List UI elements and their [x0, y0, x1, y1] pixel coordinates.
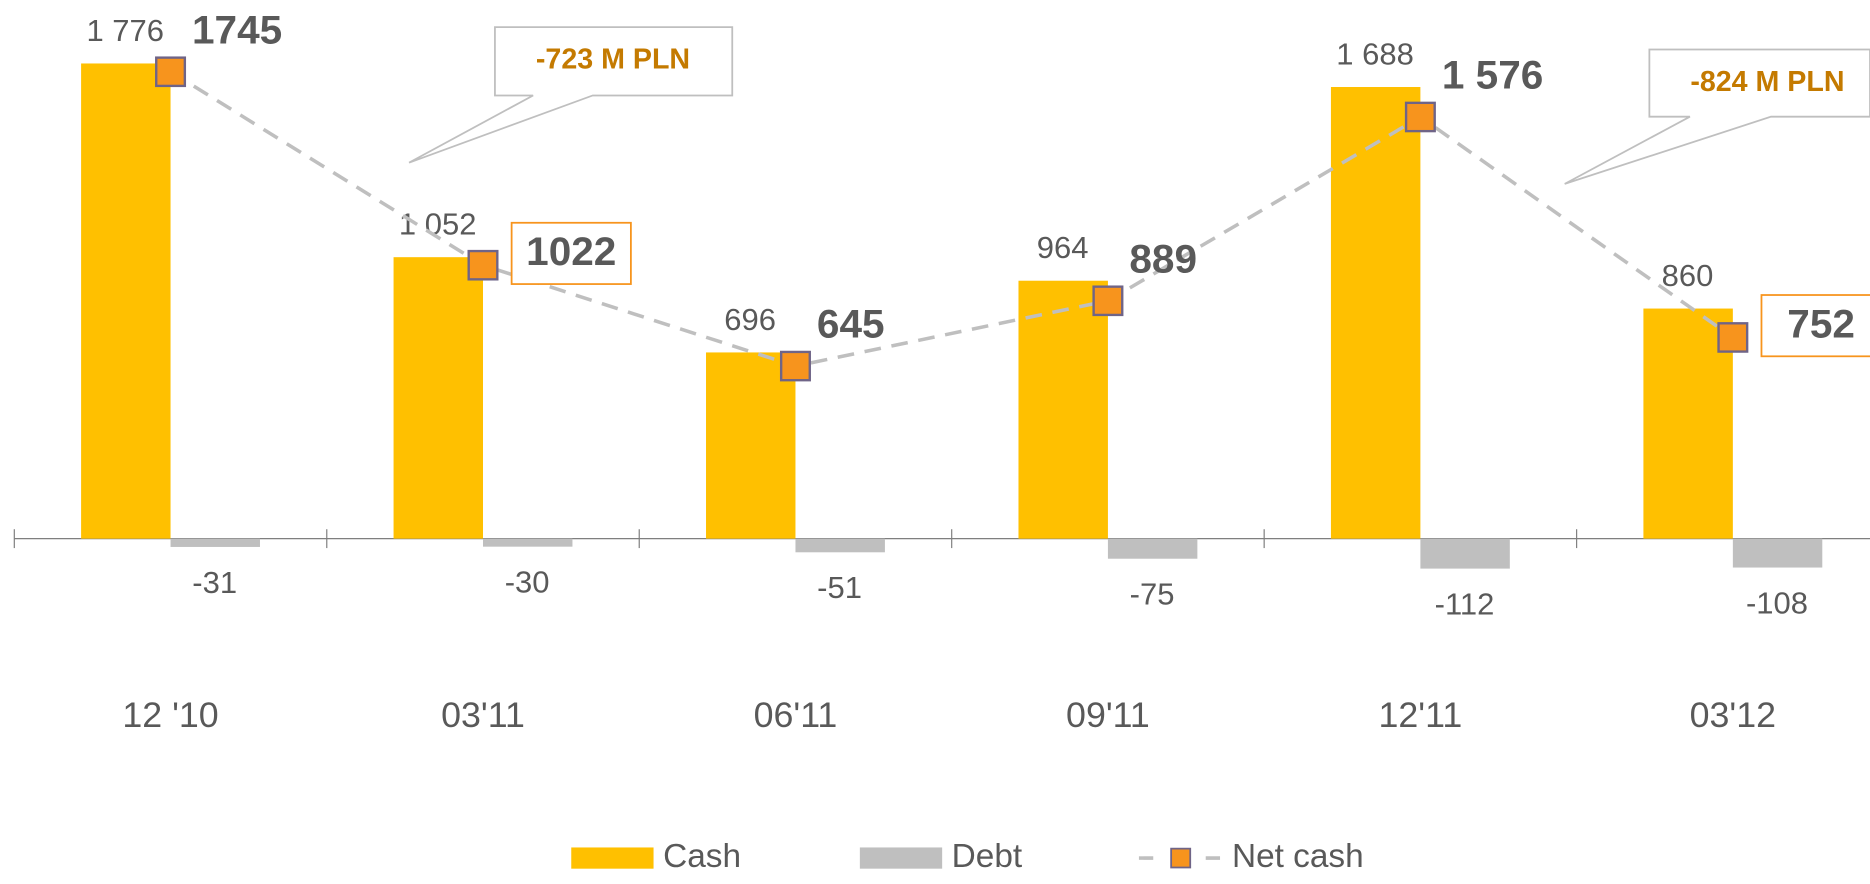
annotation: -723 M PLN [536, 44, 690, 76]
value-label: -51 [817, 570, 862, 605]
boxed-label: 752 [1760, 294, 1870, 358]
legend-marker [1170, 847, 1192, 869]
value-label: -108 [1746, 586, 1808, 621]
bar [1420, 538, 1510, 569]
value-label: 889 [1129, 237, 1197, 282]
legend-label: Net cash [1232, 838, 1364, 875]
value-label: -30 [505, 565, 550, 600]
label-box [510, 221, 632, 285]
bar [393, 257, 484, 539]
boxed-label: 1022 [510, 221, 632, 285]
marker [1092, 285, 1124, 317]
annotation: -824 M PLN [1690, 66, 1844, 98]
legend-swatch [859, 847, 943, 869]
x-tick-label: 03'11 [441, 695, 525, 735]
marker [779, 350, 811, 382]
value-label: 964 [1037, 230, 1089, 265]
bar [483, 538, 573, 547]
bar [1018, 280, 1108, 539]
bar [706, 352, 796, 539]
bar [1732, 538, 1823, 568]
bar [1330, 87, 1421, 539]
value-label: 645 [817, 302, 885, 347]
value-label: -31 [192, 565, 237, 600]
value-label: 1 576 [1442, 53, 1543, 98]
x-tick-label: 09'11 [1066, 695, 1150, 735]
bar [1107, 538, 1198, 559]
bar [795, 538, 885, 553]
value-label: 860 [1662, 258, 1714, 293]
legend-label: Cash [663, 838, 741, 875]
value-label: -112 [1435, 587, 1495, 622]
x-tick-label: 03'12 [1690, 695, 1776, 735]
legend-swatch [571, 847, 654, 869]
line [169, 70, 1734, 368]
callout: -824 M PLN [1564, 48, 1870, 185]
value-label: 696 [724, 302, 776, 337]
value-label: 1745 [192, 8, 282, 53]
callout: -723 M PLN [408, 26, 734, 164]
value-label: 752 [1787, 302, 1855, 347]
bar [81, 63, 171, 539]
value-label: 1 688 [1336, 37, 1414, 72]
value-label: -75 [1130, 577, 1175, 612]
marker [155, 56, 187, 88]
label-box [1760, 294, 1870, 358]
x-tick-label: 12'11 [1379, 695, 1463, 735]
x-tick-label: 06'11 [754, 695, 838, 735]
marker [467, 249, 499, 281]
value-label: 1022 [526, 229, 616, 274]
x-tick-label: 12 '10 [122, 695, 218, 735]
marker [1404, 101, 1436, 133]
legend-label: Debt [952, 838, 1023, 875]
marker [1717, 322, 1749, 353]
bar [170, 538, 260, 547]
value-label: 1 776 [86, 13, 164, 48]
